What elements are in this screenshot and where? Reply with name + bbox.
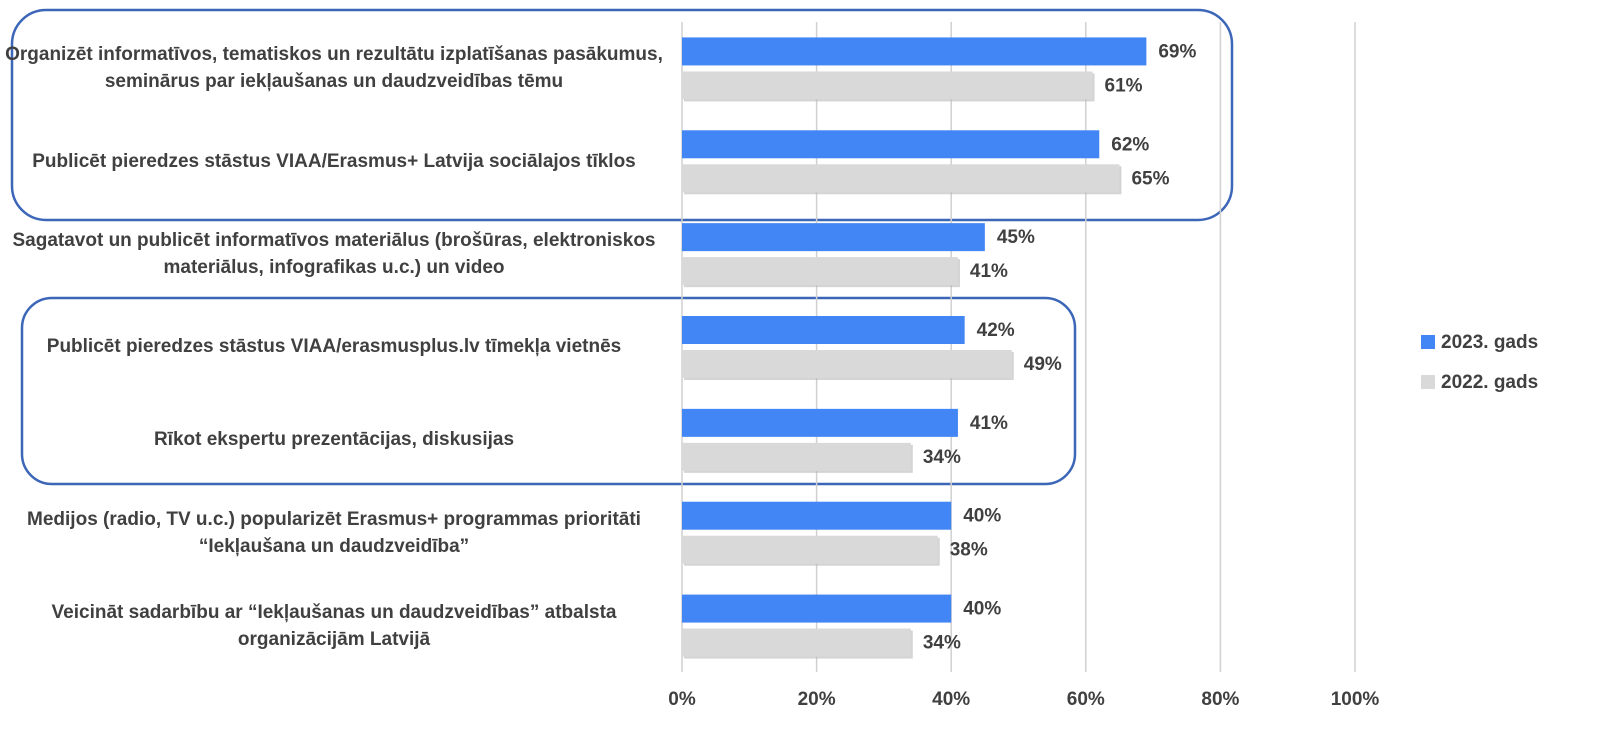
x-tick-label: 0% xyxy=(668,689,696,710)
legend-label: 2022. gads xyxy=(1441,372,1538,393)
x-tick-label: 100% xyxy=(1331,689,1380,710)
x-tick-label: 80% xyxy=(1201,689,1239,710)
bar xyxy=(682,71,1093,100)
bar xyxy=(682,223,985,252)
category-label: Publicēt pieredzes stāstus VIAA/erasmusp… xyxy=(46,336,622,358)
x-tick-label: 60% xyxy=(1067,689,1105,710)
value-label: 69% xyxy=(1158,41,1196,62)
category-label: Sagatavot un publicēt informatīvos mater… xyxy=(12,230,656,279)
value-label: 65% xyxy=(1131,168,1169,189)
legend-swatch xyxy=(1421,335,1435,349)
bar xyxy=(682,164,1120,193)
value-label: 49% xyxy=(1024,354,1062,375)
bar xyxy=(682,37,1147,66)
value-label: 41% xyxy=(970,413,1008,434)
bar xyxy=(682,350,1012,378)
bar xyxy=(682,257,958,286)
value-label: 38% xyxy=(950,540,988,561)
bar xyxy=(682,594,952,623)
bar xyxy=(682,442,911,471)
value-label: 34% xyxy=(923,633,961,654)
category-label: Medijos (radio, TV u.c.) popularizēt Era… xyxy=(27,508,641,557)
bar xyxy=(682,628,911,657)
legend-swatch xyxy=(1421,375,1435,389)
category-label: Organizēt informatīvos, tematiskos un re… xyxy=(5,44,663,93)
highlight-box xyxy=(20,296,1077,486)
value-label: 40% xyxy=(963,599,1001,620)
bar xyxy=(682,535,938,564)
bar xyxy=(682,501,952,530)
value-label: 61% xyxy=(1105,75,1143,96)
bar xyxy=(682,408,958,437)
bar xyxy=(682,130,1100,159)
bar xyxy=(682,316,965,344)
x-tick-label: 20% xyxy=(798,689,836,710)
value-label: 42% xyxy=(977,320,1015,341)
value-label: 41% xyxy=(970,261,1008,282)
category-label: Rīkot ekspertu prezentācijas, diskusijas xyxy=(153,429,515,451)
highlight-box xyxy=(10,8,1234,222)
x-tick-label: 40% xyxy=(932,689,970,710)
category-label: Veicināt sadarbību ar “Iekļaušanas un da… xyxy=(51,601,617,650)
value-label: 34% xyxy=(923,447,961,468)
legend-label: 2023. gads xyxy=(1441,332,1538,353)
value-label: 62% xyxy=(1111,134,1149,155)
category-label: Publicēt pieredzes stāstus VIAA/Erasmus+… xyxy=(32,150,636,172)
value-label: 45% xyxy=(997,227,1035,248)
value-label: 40% xyxy=(963,506,1001,527)
